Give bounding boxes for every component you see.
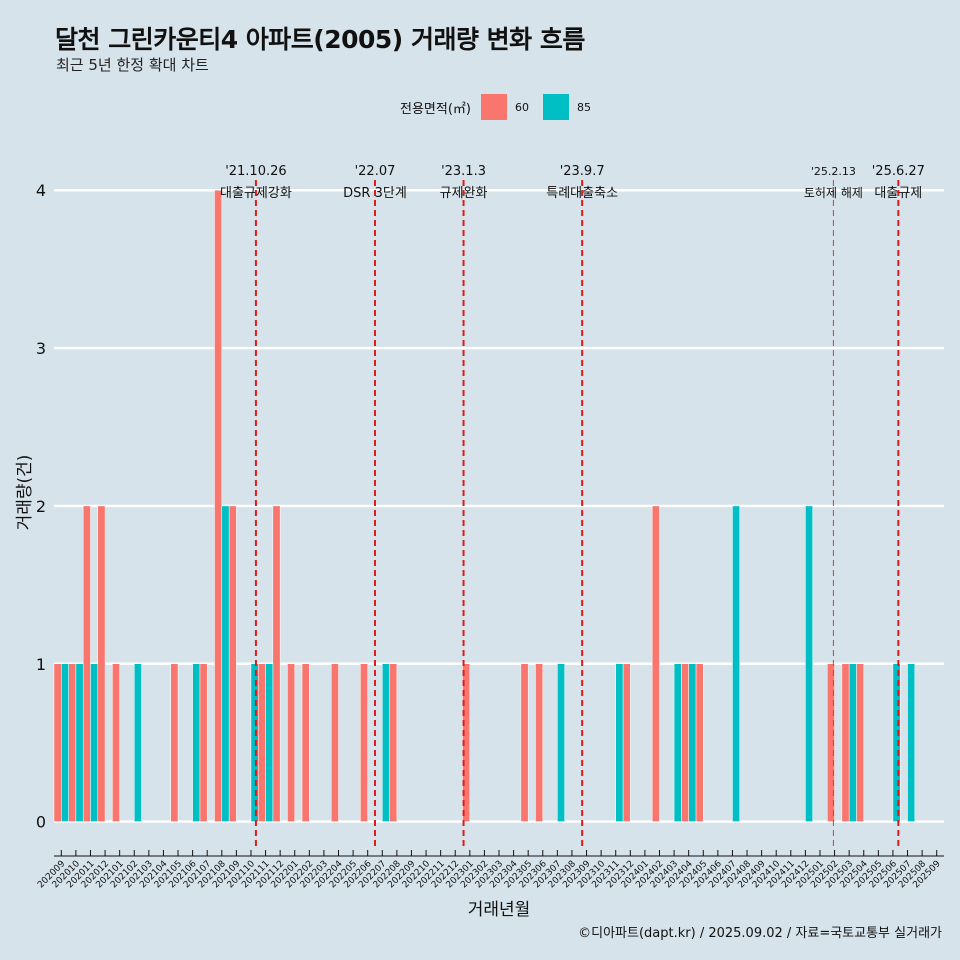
legend-swatch-60: [480, 94, 507, 120]
bar-85-202207: [382, 663, 390, 822]
bar-85-202106: [192, 663, 201, 822]
bar-85-202404: [688, 663, 697, 822]
bar-60-202305: [520, 663, 529, 822]
bar-85-202111: [265, 663, 274, 822]
event-date: '25.2.13: [811, 165, 856, 178]
event-date: '21.10.26: [225, 164, 286, 179]
bar-60-202111: [258, 663, 266, 822]
bar-60-202107: [199, 663, 208, 822]
bar-60-202012: [97, 505, 106, 822]
chart-subtitle: 최근 5년 한정 확대 차트: [56, 56, 209, 74]
event-date: '23.1.3: [441, 164, 486, 179]
event-label: 특례대출축소: [546, 186, 618, 201]
bar-60-202201: [287, 663, 295, 822]
y-tick-label: 1: [36, 655, 46, 674]
bar-85-202506: [892, 663, 901, 822]
bar-60-202011: [82, 505, 91, 822]
source-caption: ©디아파트(dapt.kr) / 2025.09.02 / 자료=국토교통부 실…: [578, 926, 942, 941]
bar-60-202301: [462, 663, 471, 822]
chart-title: 달천 그린카운티4 아파트(2005) 거래량 변화 흐름: [55, 25, 585, 54]
y-tick-label: 2: [36, 497, 46, 516]
bar-60-202112: [272, 505, 281, 822]
x-axis-title: 거래년월: [468, 900, 531, 920]
bar-60-202202: [301, 663, 310, 822]
bar-85-202009: [61, 663, 69, 822]
bar-60-202503: [841, 663, 850, 822]
bar-85-202503: [848, 663, 857, 822]
legend-label-85: 85: [576, 100, 591, 114]
event-label: 규제완화: [440, 186, 488, 201]
bar-85-202307: [557, 663, 565, 822]
legend: 전용면적(㎡) 60 85: [400, 92, 605, 122]
bar-60-202206: [360, 663, 368, 822]
bar-85-202403: [673, 663, 682, 822]
event-date: '25.6.27: [872, 164, 925, 179]
bar-60-202402: [651, 505, 660, 822]
bar-60-202312: [622, 663, 631, 822]
legend-label-60: 60: [514, 100, 529, 114]
bar-85-202110: [250, 663, 259, 822]
bar-60-202108: [214, 189, 223, 822]
bar-60-202504: [856, 663, 865, 822]
y-tick-label: 0: [36, 813, 46, 832]
bar-85-202011: [90, 663, 99, 822]
y-tick-label: 3: [36, 339, 46, 358]
bar-85-202412: [805, 505, 813, 822]
bar-85-202010: [75, 663, 84, 822]
bar-85-202311: [615, 663, 624, 822]
bar-85-202507: [907, 663, 916, 822]
bar-60-202109: [228, 505, 237, 822]
bar-85-202102: [133, 663, 142, 822]
event-label: DSR 3단계: [343, 186, 407, 201]
legend-swatch-85: [542, 94, 569, 120]
bar-60-202010: [68, 663, 77, 822]
bar-60-202405: [695, 663, 704, 822]
event-label: 대출규제: [874, 186, 922, 201]
bar-85-202108: [221, 505, 230, 822]
y-tick-label: 4: [36, 181, 46, 200]
bar-60-202009: [53, 663, 62, 822]
event-date: '22.07: [355, 164, 396, 179]
legend-title: 전용면적(㎡): [400, 101, 471, 117]
bar-60-202404: [681, 663, 689, 822]
y-axis-title: 거래량(건): [15, 455, 35, 531]
event-label: 토허제 해제: [804, 186, 863, 200]
bar-60-202306: [535, 663, 544, 822]
bar-60-202105: [170, 663, 179, 822]
bar-85-202407: [732, 505, 740, 822]
bar-60-202101: [112, 663, 120, 822]
event-label: 대출규제강화: [220, 186, 292, 201]
bar-60-202204: [330, 663, 339, 822]
bar-60-202502: [827, 663, 835, 822]
event-date: '23.9.7: [560, 164, 605, 179]
bar-60-202208: [389, 663, 398, 822]
